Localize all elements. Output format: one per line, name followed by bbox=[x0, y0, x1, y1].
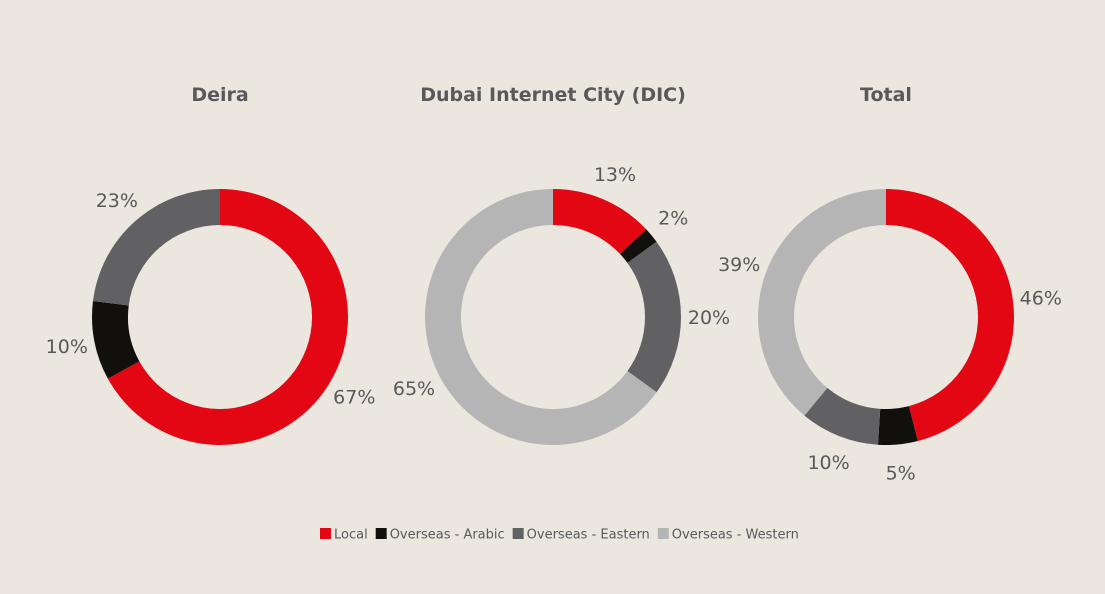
donut-slice-local bbox=[553, 189, 647, 255]
legend-item-local: Local bbox=[320, 528, 368, 543]
slice-label: 23% bbox=[96, 190, 138, 212]
donut-slice-overseas-western bbox=[757, 189, 886, 416]
slice-label: 46% bbox=[1020, 287, 1062, 309]
legend-swatch bbox=[320, 528, 331, 539]
slice-label: 39% bbox=[718, 254, 760, 276]
donut-slice-overseas-arabic bbox=[92, 300, 140, 379]
slice-label: 20% bbox=[688, 307, 730, 329]
legend-item-overseas-western: Overseas - Western bbox=[657, 528, 799, 543]
slice-label: 13% bbox=[594, 164, 636, 186]
chart-title: Total bbox=[860, 84, 912, 106]
legend-swatch bbox=[512, 528, 524, 539]
legend: Local Overseas - Arabic Overseas - Eastern… bbox=[320, 528, 799, 543]
legend-item-overseas-eastern: Overseas - Eastern bbox=[512, 528, 650, 543]
legend-label: Overseas - Eastern bbox=[527, 528, 650, 543]
donut-dubai-internet-city-dic: Dubai Internet City (DIC) 13% 2% 20% 65% bbox=[393, 84, 730, 445]
donut-slice-overseas-eastern bbox=[627, 241, 681, 393]
donut-slice-overseas-arabic bbox=[620, 229, 657, 263]
legend-swatch bbox=[657, 528, 669, 539]
legend-label: Overseas - Western bbox=[672, 528, 799, 543]
slice-label: 67% bbox=[333, 386, 375, 408]
legend-label: Local bbox=[334, 528, 368, 543]
slice-label: 5% bbox=[886, 462, 916, 484]
chart-title: Deira bbox=[191, 84, 248, 106]
slice-label: 10% bbox=[807, 452, 849, 474]
slice-label: 10% bbox=[46, 336, 88, 358]
chart-title: Dubai Internet City (DIC) bbox=[420, 84, 686, 106]
donut-deira: Deira 67% 10% 23% bbox=[46, 84, 375, 445]
legend-label: Overseas - Arabic bbox=[390, 528, 505, 543]
donut-charts: Deira 67% 10% 23% Dubai Internet City (DIC) 1… bbox=[46, 84, 1062, 484]
donut-slice-local bbox=[886, 189, 1014, 441]
donut-slice-overseas-eastern bbox=[804, 387, 881, 445]
legend-swatch bbox=[375, 528, 387, 539]
donut-total: Total 46% 5% 10% 39% bbox=[718, 84, 1062, 484]
slice-label: 65% bbox=[393, 378, 435, 400]
slice-label: 2% bbox=[658, 208, 688, 230]
legend-item-overseas-arabic: Overseas - Arabic bbox=[375, 528, 505, 543]
donut-slice-overseas-western bbox=[425, 189, 657, 445]
donut-slice-local bbox=[107, 189, 349, 445]
donut-slice-overseas-arabic bbox=[877, 406, 918, 446]
donut-slice-overseas-eastern bbox=[93, 189, 220, 306]
